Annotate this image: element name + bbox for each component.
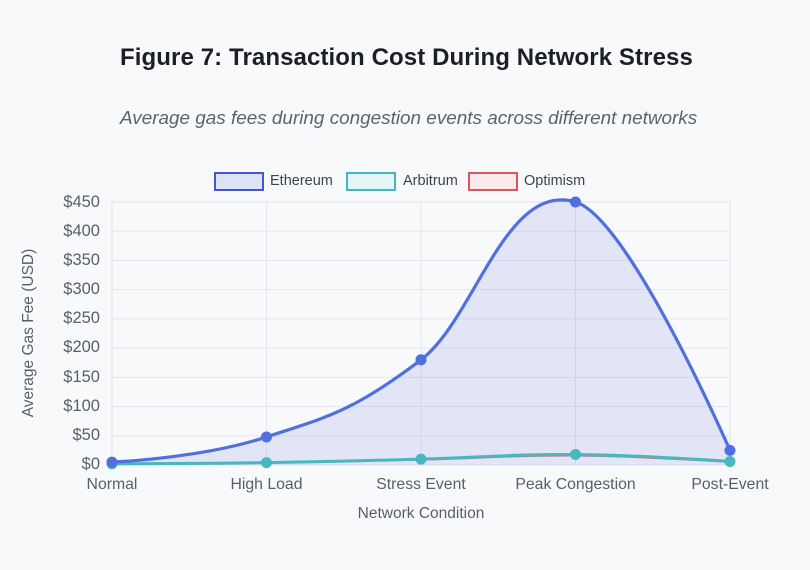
svg-text:$100: $100	[63, 397, 100, 415]
svg-text:$400: $400	[63, 222, 100, 240]
svg-text:Average Gas Fee (USD): Average Gas Fee (USD)	[20, 249, 37, 418]
svg-text:Peak Congestion: Peak Congestion	[515, 476, 635, 493]
svg-text:$300: $300	[63, 280, 100, 298]
svg-text:$450: $450	[63, 193, 100, 211]
svg-text:Stress Event: Stress Event	[376, 476, 466, 493]
svg-text:High Load: High Load	[230, 476, 302, 493]
svg-text:$150: $150	[63, 368, 100, 386]
svg-text:$200: $200	[63, 338, 100, 356]
svg-text:$250: $250	[63, 309, 100, 327]
svg-text:Post-Event: Post-Event	[691, 476, 769, 493]
svg-text:$0: $0	[82, 455, 100, 473]
svg-text:Normal: Normal	[87, 476, 138, 493]
svg-text:Network Condition: Network Condition	[358, 505, 485, 522]
svg-text:$50: $50	[72, 426, 100, 444]
svg-text:$350: $350	[63, 251, 100, 269]
